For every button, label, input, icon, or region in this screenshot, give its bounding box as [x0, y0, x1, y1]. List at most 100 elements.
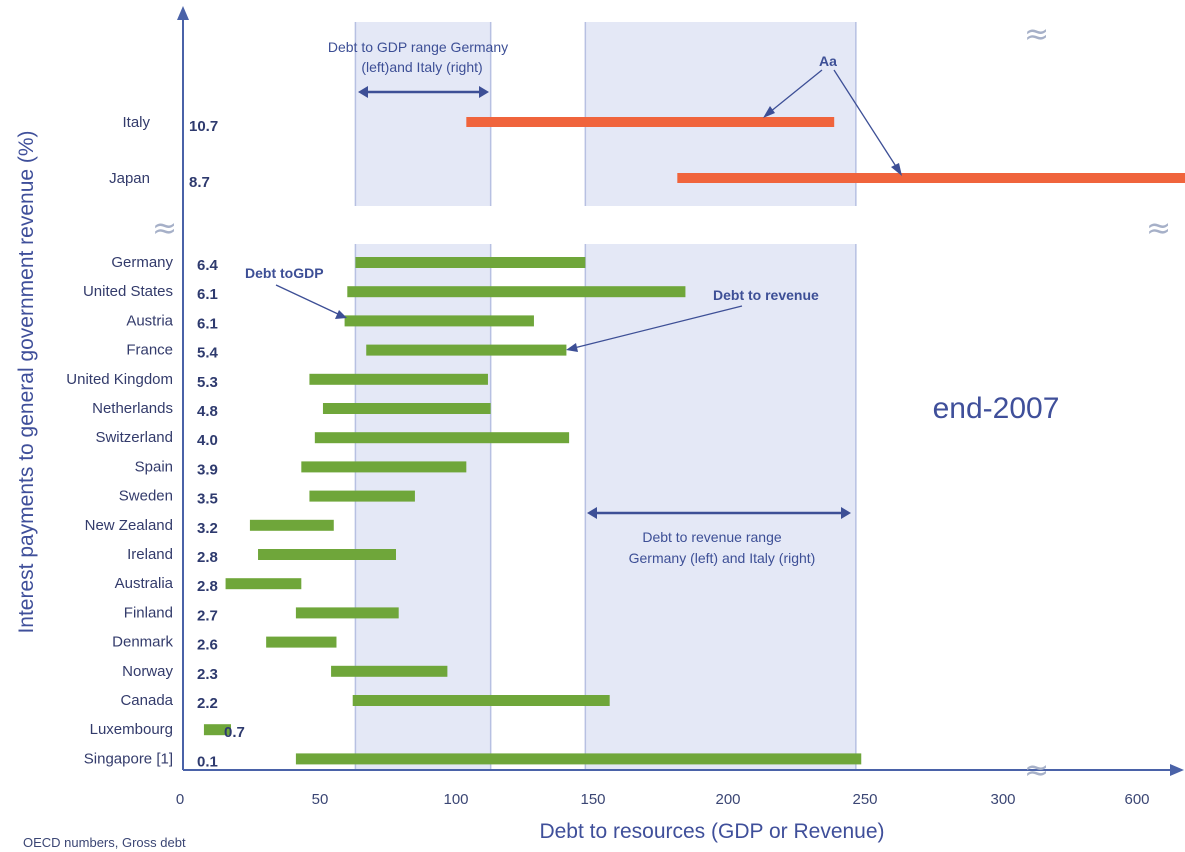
interest-label: 3.9 [197, 461, 218, 478]
interest-label: 10.7 [189, 118, 218, 135]
shaded-band [585, 22, 856, 770]
revenue-range-arrow [587, 507, 851, 519]
bars [203, 117, 1185, 765]
range-bar [203, 724, 231, 736]
country-label: New Zealand [85, 517, 173, 534]
rating-label: Aa [819, 53, 837, 69]
y-axis-arrow [177, 6, 189, 20]
axis-break-mark-left: ≈ [152, 211, 177, 246]
range-bar [366, 344, 567, 356]
country-label: Switzerland [95, 429, 173, 446]
axes [177, 6, 1184, 776]
interest-label: 4.0 [197, 432, 218, 449]
interest-label: 0.1 [197, 753, 218, 770]
rating-arrows [763, 69, 902, 176]
axis-break-mark-right: ≈ [1146, 211, 1171, 246]
x-tick-label: 200 [715, 791, 740, 808]
footnote: OECD numbers, Gross debt [23, 835, 186, 850]
country-label: Germany [111, 254, 173, 271]
interest-label: 6.4 [197, 257, 219, 274]
range-bar [225, 578, 302, 590]
range-bar [677, 173, 1185, 183]
row-labels: Italy 10.7 Japan 8.7 Germany 6.4 United States… [66, 114, 245, 770]
range-bar [258, 549, 396, 560]
x-tick-label: 150 [580, 791, 605, 808]
range-bar [266, 636, 337, 648]
range-bar [466, 117, 835, 127]
rev-range-label-line2: Germany (left) and Italy (right) [629, 550, 816, 566]
range-bar [352, 695, 610, 706]
country-label: Norway [122, 663, 173, 680]
interest-label: 2.3 [197, 666, 218, 683]
interest-label: 8.7 [189, 174, 210, 191]
interest-label: 5.4 [197, 345, 219, 362]
range-bar [314, 432, 570, 444]
interest-label: 4.8 [197, 403, 218, 420]
x-tick-label: 600 [1124, 791, 1149, 808]
interest-label: 2.8 [197, 549, 218, 566]
country-label: Singapore [1] [84, 750, 173, 767]
range-bar [347, 286, 686, 298]
interest-label: 0.7 [224, 724, 245, 741]
range-bar [344, 315, 534, 327]
x-tick-label: 50 [312, 791, 329, 808]
interest-label: 3.2 [197, 520, 218, 537]
country-label: Japan [109, 170, 150, 187]
chart-title: end-2007 [933, 392, 1060, 425]
debt-to-revenue-label: Debt to revenue [713, 287, 819, 303]
range-bar [295, 607, 399, 619]
range-bar [295, 753, 862, 765]
rev-range-label-line1: Debt to revenue range [642, 529, 782, 545]
country-label: Netherlands [92, 400, 173, 417]
interest-label: 5.3 [197, 374, 218, 391]
interest-label: 2.8 [197, 578, 218, 595]
shaded-bands [354, 22, 857, 770]
range-bar [322, 403, 491, 414]
gdp-range-label-line2: (left)and Italy (right) [361, 59, 482, 75]
interest-label: 2.2 [197, 695, 218, 712]
x-tick-label: 100 [443, 791, 468, 808]
country-label: Luxembourg [90, 721, 173, 738]
country-label: Australia [115, 575, 174, 592]
shaded-band [355, 22, 491, 770]
country-label: Denmark [112, 634, 173, 651]
country-label: France [126, 342, 173, 359]
debt-to-gdp-label: Debt toGDP [245, 265, 324, 281]
range-bar [331, 665, 448, 677]
x-tick-label: 250 [852, 791, 877, 808]
debt-to-revenue-arrow [566, 305, 743, 352]
range-bar [249, 519, 334, 531]
country-label: Italy [122, 114, 150, 131]
x-axis-break-mark: ≈ [1024, 753, 1049, 788]
gdp-range-label-line1: Debt to GDP range Germany [328, 39, 508, 55]
country-label: United Kingdom [66, 371, 173, 388]
x-tick-label: 300 [990, 791, 1015, 808]
range-bar-continued [1058, 173, 1129, 183]
country-label: Austria [126, 312, 173, 329]
interest-label: 2.7 [197, 607, 218, 624]
country-label: Canada [120, 692, 173, 709]
range-bar [309, 490, 415, 502]
country-label: Ireland [127, 546, 173, 563]
country-label: Finland [124, 604, 173, 621]
country-label: Sweden [119, 488, 173, 505]
x-axis-title: Debt to resources (GDP or Revenue) [539, 820, 884, 843]
country-label: United States [83, 283, 173, 300]
axis-break-strip [178, 206, 1185, 244]
interest-label: 6.1 [197, 315, 218, 332]
gdp-range-arrow [358, 86, 489, 98]
x-axis-arrow [1170, 764, 1184, 776]
y-axis-title: Interest payments to general government … [15, 130, 38, 633]
top-break-mark: ≈ [1024, 17, 1049, 52]
range-bar [355, 257, 586, 268]
interest-label: 2.6 [197, 637, 218, 654]
range-bar [309, 373, 488, 385]
debt-to-gdp-arrow [275, 284, 347, 319]
x-tick-label: 0 [176, 791, 184, 808]
interest-label: 6.1 [197, 286, 218, 303]
interest-label: 3.5 [197, 491, 218, 508]
range-bar [301, 461, 467, 473]
x-tick-labels: 0 50 100 150 200 250 300 600 [176, 791, 1150, 808]
